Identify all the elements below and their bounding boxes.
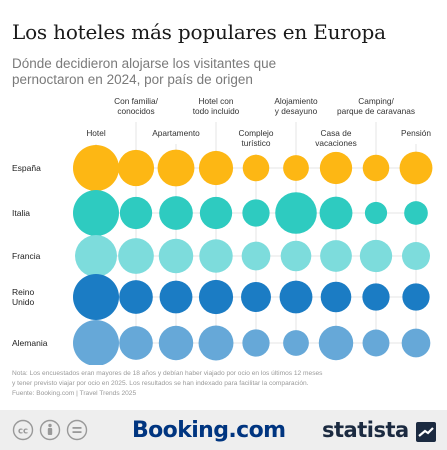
bubble <box>283 330 309 356</box>
column-label: Casa de vacaciones <box>315 128 357 148</box>
bubble <box>402 283 430 311</box>
bubble <box>242 329 270 357</box>
bubble <box>320 281 352 313</box>
footer-bar: cc Booking.com statista <box>0 410 447 450</box>
equals-icon[interactable] <box>66 419 88 441</box>
svg-text:cc: cc <box>18 427 28 437</box>
bubble <box>241 241 271 271</box>
bubble <box>241 282 271 312</box>
bubble <box>73 190 119 236</box>
column-label: Complejo turístico <box>238 128 273 148</box>
row-label: Reino Unido <box>12 287 34 307</box>
bubble <box>159 196 193 230</box>
bubble <box>242 154 270 182</box>
bubble <box>399 151 433 185</box>
bubble <box>402 242 430 270</box>
bubble <box>319 196 353 230</box>
chart-title: Los hoteles más populares en Europa <box>12 20 386 44</box>
bubble <box>73 145 119 191</box>
bubble <box>73 274 119 320</box>
bubble <box>199 239 233 273</box>
bubble <box>275 192 317 234</box>
bubble <box>242 199 270 227</box>
bubble <box>319 151 353 185</box>
source-notes: Nota: Los encuestados eran mayores de 18… <box>12 369 417 399</box>
bubble <box>362 329 390 357</box>
bubble <box>359 239 393 273</box>
column-label: Apartamento <box>152 128 200 138</box>
bubble <box>279 280 313 314</box>
column-label: Con familia/conocidos <box>114 96 159 116</box>
column-label: Hotel con todo incluido <box>193 96 240 116</box>
bubble <box>362 154 390 182</box>
bubble <box>320 240 352 272</box>
bubble <box>283 155 309 181</box>
bubble <box>199 196 233 230</box>
bubble <box>404 201 428 225</box>
row-label: Francia <box>12 251 41 261</box>
bubble <box>158 238 194 274</box>
bubble <box>362 283 390 311</box>
note-line-2: y tener previsto viajar por ocio en 2025… <box>12 380 309 387</box>
bubble <box>75 235 117 277</box>
bubble <box>119 196 153 230</box>
bubble <box>364 201 388 225</box>
column-label: Camping/parque de caravanas <box>337 96 415 116</box>
bubble <box>158 325 194 361</box>
source-line: Fuente: Booking.com | Travel Trends 2025 <box>12 390 137 397</box>
bubble <box>119 326 153 360</box>
bubble <box>157 149 195 187</box>
bubble <box>280 240 312 272</box>
statista-logo[interactable]: statista <box>322 418 409 442</box>
bubble <box>159 280 193 314</box>
statista-mark-icon <box>416 422 436 442</box>
column-label: Pensión <box>401 128 431 138</box>
cc-icon[interactable]: cc <box>12 419 34 441</box>
column-label: Alojamiento y desayuno <box>274 96 318 116</box>
bubble <box>198 325 234 361</box>
row-label: Alemania <box>12 338 48 348</box>
bubble <box>198 279 234 315</box>
row-label: España <box>12 163 41 173</box>
note-line-1: Nota: Los encuestados eran mayores de 18… <box>12 370 323 377</box>
bubble <box>117 149 155 187</box>
bubble <box>118 238 154 274</box>
column-label: Hotel <box>86 128 106 138</box>
bubble <box>401 328 431 358</box>
bubble <box>73 320 119 365</box>
bubble <box>198 150 234 186</box>
booking-logo[interactable]: Booking.com <box>132 418 286 443</box>
bubble <box>119 280 153 314</box>
bubble-chart: Hotel Con familia/conocidos Apartamento Hot… <box>12 96 433 365</box>
chart-subtitle: Dónde decidieron alojarse los visitantes… <box>12 56 277 87</box>
attribution-icon[interactable] <box>39 419 61 441</box>
bubble <box>318 325 354 361</box>
row-label: Italia <box>12 208 30 218</box>
